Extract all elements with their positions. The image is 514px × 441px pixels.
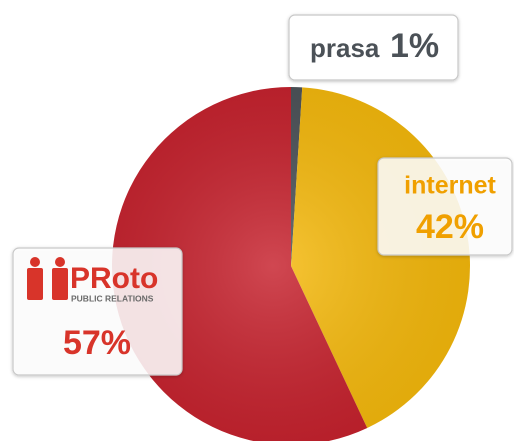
logo xyxy=(27,257,68,300)
label-box xyxy=(288,14,459,81)
category-label: prasa xyxy=(310,33,380,63)
logo-icon-body xyxy=(52,268,68,300)
value-label: 57% xyxy=(63,324,131,362)
value-label: 42% xyxy=(416,208,484,246)
category-label: PRoto xyxy=(70,262,158,295)
logo-icon-body xyxy=(27,268,43,300)
logo-icon-head xyxy=(55,257,65,267)
label-box xyxy=(377,157,513,256)
category-label: internet xyxy=(404,172,496,200)
value-label: 1% xyxy=(390,27,439,65)
logo-icon-head xyxy=(30,257,40,267)
logo-subtitle: PUBLIC RELATIONS xyxy=(71,293,154,303)
